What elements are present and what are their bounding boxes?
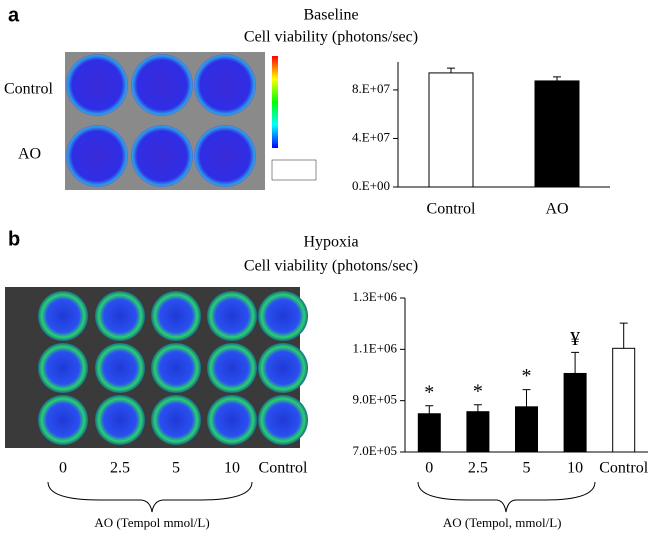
y-tick-label: 0.E+00 <box>352 178 390 193</box>
x-tick-label: 5 <box>523 460 531 477</box>
well <box>95 395 145 445</box>
x-axis-label: AO (Tempol, mmol/L) <box>443 515 562 530</box>
bar <box>466 411 490 453</box>
y-tick-label: 8.E+07 <box>352 81 391 96</box>
y-tick-label: 9.0E+05 <box>352 392 397 407</box>
plate-column-label: 5 <box>172 460 180 477</box>
x-tick-label: AO <box>545 201 568 218</box>
panel-label: b <box>8 228 20 250</box>
bar <box>515 406 538 453</box>
y-tick-label: 4.E+07 <box>352 129 391 144</box>
annotation: * <box>522 365 532 387</box>
error-bar <box>447 67 455 73</box>
annotation: * <box>473 380 483 402</box>
brace <box>417 481 596 513</box>
panel-label: a <box>8 4 20 26</box>
chart-subtitle: Cell viability (photons/sec) <box>244 258 418 275</box>
error-bar <box>522 389 531 407</box>
x-tick-label: Control <box>599 460 648 477</box>
bar <box>563 372 587 453</box>
bar <box>428 72 474 188</box>
well <box>258 343 308 393</box>
well <box>38 395 88 445</box>
x-tick-label: 10 <box>567 460 583 477</box>
chart-title: Hypoxia <box>303 234 358 251</box>
well <box>38 343 88 393</box>
well <box>95 291 145 341</box>
x-tick-label: 2.5 <box>468 460 488 477</box>
bar <box>612 347 636 453</box>
plate-column-label: 0 <box>59 460 67 477</box>
well <box>95 343 145 393</box>
well <box>38 291 88 341</box>
brace <box>47 481 253 513</box>
error-bar <box>425 405 434 414</box>
error-bar <box>553 76 561 81</box>
well <box>258 395 308 445</box>
well <box>207 395 257 445</box>
y-tick-label: 7.0E+05 <box>352 443 397 458</box>
y-tick-label: 1.3E+06 <box>352 289 397 304</box>
well <box>258 291 308 341</box>
annotation: ¥ <box>570 328 580 350</box>
chart-title: Baseline <box>303 7 358 24</box>
well <box>207 291 257 341</box>
error-bar <box>619 322 628 349</box>
bar <box>534 80 580 188</box>
x-tick-label: Control <box>427 201 476 218</box>
plate-image <box>5 287 308 448</box>
error-bar <box>571 351 580 374</box>
x-tick-label: 0 <box>425 460 433 477</box>
y-tick-label: 1.1E+06 <box>352 340 397 355</box>
plate-caption: AO (Tempol mmol/L) <box>94 515 209 530</box>
plate-row-label: Control <box>4 81 53 98</box>
well <box>151 343 201 393</box>
plate-column-label: 2.5 <box>110 460 130 477</box>
well <box>207 343 257 393</box>
plate-column-label: Control <box>259 460 308 477</box>
plate-column-label: 10 <box>224 460 240 477</box>
well <box>151 291 201 341</box>
annotation: * <box>424 381 434 403</box>
well <box>151 395 201 445</box>
plate-row-label: AO <box>18 146 41 163</box>
chart-subtitle: Cell viability (photons/sec) <box>244 29 418 46</box>
plate-image <box>65 52 317 190</box>
error-bar <box>473 404 482 412</box>
bar <box>417 413 441 453</box>
